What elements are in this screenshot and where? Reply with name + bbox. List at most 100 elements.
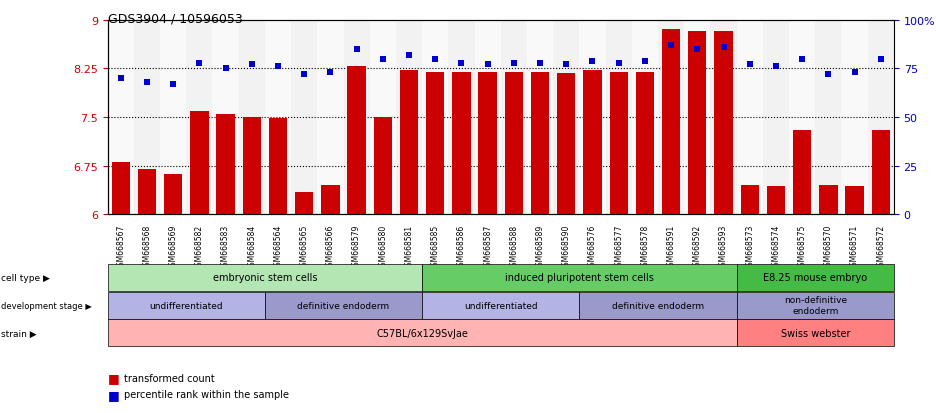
Text: definitive endoderm: definitive endoderm: [298, 301, 389, 310]
Bar: [557, 74, 576, 215]
Point: [768, 64, 783, 71]
Bar: [793, 131, 812, 215]
Bar: [108, 21, 134, 215]
Point: [349, 47, 364, 53]
Bar: [553, 21, 579, 215]
Bar: [579, 21, 606, 215]
Bar: [422, 21, 448, 215]
Bar: [448, 21, 475, 215]
Bar: [714, 32, 733, 215]
Bar: [317, 21, 344, 215]
Bar: [295, 192, 314, 215]
Point: [244, 62, 259, 69]
Bar: [527, 21, 553, 215]
Bar: [134, 21, 160, 215]
Bar: [505, 72, 523, 215]
Bar: [370, 21, 396, 215]
Bar: [710, 21, 737, 215]
Bar: [609, 72, 628, 215]
Bar: [347, 67, 366, 215]
Bar: [111, 163, 130, 215]
Point: [428, 56, 443, 63]
Text: GDS3904 / 10596053: GDS3904 / 10596053: [108, 12, 242, 25]
Bar: [632, 21, 658, 215]
Bar: [164, 175, 183, 215]
Text: percentile rank within the sample: percentile rank within the sample: [124, 389, 289, 399]
Point: [480, 62, 495, 69]
Point: [166, 81, 181, 88]
Bar: [688, 32, 707, 215]
Point: [664, 43, 679, 49]
Bar: [400, 71, 418, 215]
Bar: [426, 72, 445, 215]
Point: [559, 62, 574, 69]
Bar: [767, 186, 785, 215]
Text: undifferentiated: undifferentiated: [464, 301, 537, 310]
Text: cell type ▶: cell type ▶: [1, 273, 50, 282]
Bar: [452, 72, 471, 215]
Bar: [819, 186, 838, 215]
Bar: [789, 21, 815, 215]
Bar: [239, 21, 265, 215]
Bar: [815, 21, 841, 215]
Point: [795, 56, 810, 63]
Bar: [190, 111, 209, 215]
Bar: [684, 21, 710, 215]
Bar: [291, 21, 317, 215]
Point: [218, 66, 233, 73]
Bar: [212, 21, 239, 215]
Point: [323, 70, 338, 76]
Bar: [396, 21, 422, 215]
Point: [402, 52, 417, 59]
Bar: [216, 114, 235, 215]
Text: strain ▶: strain ▶: [1, 329, 37, 337]
Bar: [658, 21, 684, 215]
Bar: [871, 131, 890, 215]
Bar: [265, 21, 291, 215]
Bar: [845, 187, 864, 215]
Bar: [501, 21, 527, 215]
Text: undifferentiated: undifferentiated: [150, 301, 223, 310]
Point: [375, 56, 390, 63]
Bar: [763, 21, 789, 215]
Point: [585, 58, 600, 65]
Point: [506, 60, 521, 66]
Bar: [531, 72, 549, 215]
Bar: [478, 73, 497, 215]
Point: [637, 58, 652, 65]
Bar: [321, 186, 340, 215]
Bar: [662, 31, 680, 215]
Bar: [475, 21, 501, 215]
Point: [611, 60, 626, 66]
Point: [821, 72, 836, 78]
Point: [873, 56, 888, 63]
Bar: [242, 118, 261, 215]
Point: [454, 60, 469, 66]
Bar: [740, 186, 759, 215]
Bar: [269, 119, 287, 215]
Text: induced pluripotent stem cells: induced pluripotent stem cells: [505, 273, 654, 283]
Bar: [636, 72, 654, 215]
Bar: [186, 21, 212, 215]
Text: C57BL/6x129SvJae: C57BL/6x129SvJae: [376, 328, 468, 338]
Bar: [583, 71, 602, 215]
Bar: [841, 21, 868, 215]
Point: [533, 60, 548, 66]
Text: E8.25 mouse embryo: E8.25 mouse embryo: [763, 273, 868, 283]
Text: ■: ■: [108, 371, 124, 385]
Point: [271, 64, 285, 71]
Bar: [606, 21, 632, 215]
Text: definitive endoderm: definitive endoderm: [612, 301, 704, 310]
Point: [742, 62, 757, 69]
Bar: [138, 169, 156, 215]
Text: development stage ▶: development stage ▶: [1, 301, 92, 310]
Bar: [868, 21, 894, 215]
Point: [690, 47, 705, 53]
Text: transformed count: transformed count: [124, 373, 215, 383]
Text: ■: ■: [108, 388, 124, 401]
Bar: [160, 21, 186, 215]
Text: non-definitive
endoderm: non-definitive endoderm: [783, 296, 847, 315]
Bar: [373, 118, 392, 215]
Text: embryonic stem cells: embryonic stem cells: [212, 273, 317, 283]
Text: Swiss webster: Swiss webster: [781, 328, 850, 338]
